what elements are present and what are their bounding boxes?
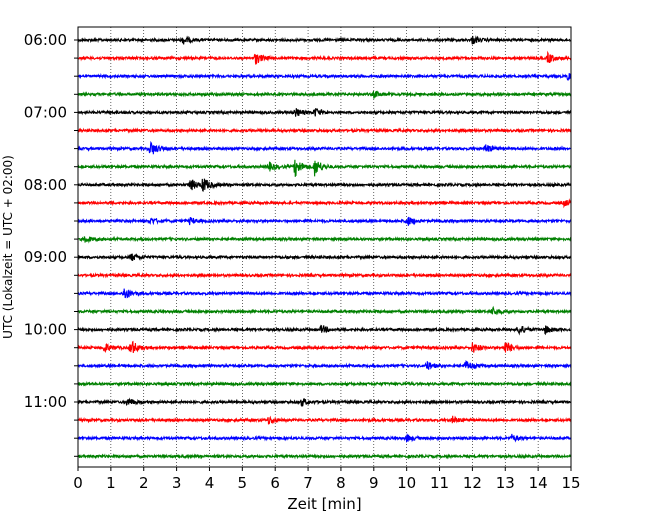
trace-line — [77, 127, 572, 134]
x-tick-label: 9 — [369, 474, 379, 492]
trace-line — [77, 253, 572, 261]
trace-line — [77, 305, 572, 316]
trace-line — [77, 380, 572, 388]
x-tick-label: 11 — [430, 474, 449, 492]
y-tick-label: 10:00 — [24, 321, 67, 339]
trace-line — [77, 235, 572, 244]
trace-line — [77, 72, 572, 81]
y-tick-label: 11:00 — [24, 393, 67, 411]
trace-line — [77, 288, 572, 299]
trace-line — [77, 271, 572, 279]
trace-line — [77, 50, 572, 65]
x-tick-label: 10 — [397, 474, 416, 492]
trace-line — [77, 198, 572, 209]
x-axis-label: Zeit [min] — [287, 495, 361, 513]
x-tick-label: 12 — [463, 474, 482, 492]
trace-line — [77, 433, 572, 444]
y-axis-label: UTC (Lokalzeit = UTC + 02:00) — [1, 155, 15, 339]
trace-line — [77, 140, 572, 155]
x-tick-label: 6 — [270, 474, 280, 492]
x-tick-label: 1 — [106, 474, 116, 492]
plot-frame — [77, 26, 572, 468]
trace-line — [77, 360, 572, 370]
trace-layer — [77, 35, 572, 460]
x-tick-label: 14 — [529, 474, 548, 492]
x-tick-label: 2 — [139, 474, 149, 492]
trace-line — [77, 415, 572, 425]
trace-line — [77, 216, 572, 226]
y-tick-label: 09:00 — [24, 248, 67, 266]
trace-line — [77, 324, 572, 336]
trace-line — [77, 90, 572, 99]
x-tick-label: 0 — [73, 474, 83, 492]
trace-line — [77, 397, 572, 407]
trace-line — [77, 159, 572, 177]
x-tick-label: 15 — [561, 474, 580, 492]
grid-lines — [110, 27, 539, 467]
x-axis: 0 1 2 3 4 5 6 7 8 9 10 11 12 13 14 15 — [73, 467, 581, 492]
trace-line — [77, 108, 572, 117]
x-tick-label: 4 — [205, 474, 215, 492]
trace-line — [77, 340, 572, 354]
trace-line — [77, 453, 572, 460]
trace-line — [77, 178, 572, 193]
y-axis: 06:00 07:00 08:00 09:00 10:00 11:00 — [24, 31, 78, 457]
x-tick-label: 8 — [336, 474, 346, 492]
y-tick-label: 06:00 — [24, 31, 67, 49]
y-tick-label: 08:00 — [24, 176, 67, 194]
x-tick-label: 3 — [172, 474, 182, 492]
trace-line — [77, 35, 572, 45]
y-tick-label: 07:00 — [24, 103, 67, 121]
x-tick-label: 7 — [303, 474, 313, 492]
x-tick-label: 5 — [238, 474, 248, 492]
x-tick-label: 13 — [496, 474, 515, 492]
